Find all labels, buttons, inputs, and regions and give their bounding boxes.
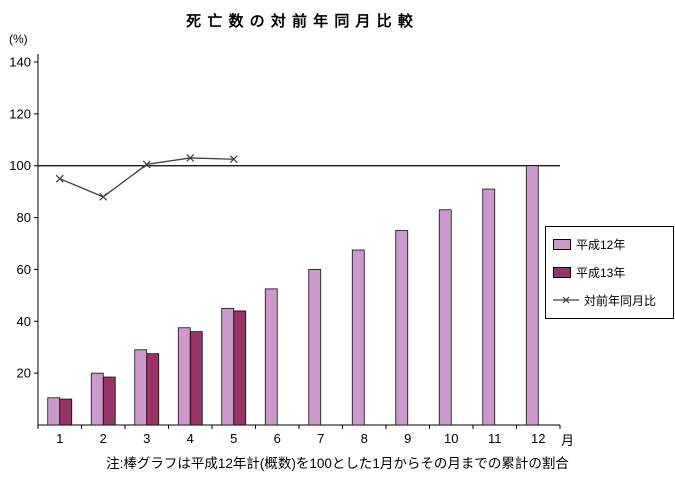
- x-category-label: 6: [274, 431, 281, 446]
- y-tick-label: 100: [9, 158, 31, 173]
- x-category-label: 12: [531, 431, 545, 446]
- x-category-label: 1: [56, 431, 63, 446]
- x-marker-icon: [55, 174, 64, 183]
- x-category-label: 8: [361, 431, 368, 446]
- bar-s1-m10: [438, 209, 452, 426]
- x-marker-icon: [186, 154, 195, 162]
- x-marker-icon: [142, 160, 151, 169]
- footnote: 注:棒グラフは平成12年計(概数)を100とした1月からその月までの累計の割合: [106, 456, 569, 471]
- y-tick-label: 40: [17, 314, 31, 329]
- bar-s1-m4: [177, 327, 191, 426]
- legend-item-3: 対前年同月比: [553, 292, 671, 309]
- bar-s2-m3: [146, 353, 160, 426]
- y-tick-label: 120: [9, 106, 31, 121]
- x-category-label: 5: [230, 431, 237, 446]
- bar-s1-m8: [351, 249, 365, 426]
- y-tick-label: 80: [17, 210, 31, 225]
- legend-line-swatch-icon: [553, 296, 579, 304]
- x-category-label: 11: [488, 431, 502, 446]
- x-category-label: 2: [100, 431, 107, 446]
- bar-s1-m6: [264, 288, 278, 426]
- x-category-label: 4: [187, 431, 194, 446]
- bar-s1-m11: [482, 188, 496, 426]
- bar-s2-m4: [189, 331, 203, 426]
- legend-bar-swatch-icon: [553, 266, 571, 278]
- legend-bar-swatch-icon: [553, 239, 571, 251]
- legend-label: 平成13年: [576, 265, 626, 280]
- y-tick-label: 20: [17, 366, 31, 381]
- bar-s1-m9: [395, 230, 409, 426]
- x-category-label: 9: [404, 431, 411, 446]
- bar-s1-m2: [90, 372, 104, 426]
- legend-item-2: 平成13年: [553, 264, 671, 281]
- y-tick-label: 140: [9, 55, 31, 70]
- x-marker-icon: [99, 192, 108, 201]
- bar-s2-m5: [233, 310, 247, 426]
- legend: 平成12年平成13年対前年同月比: [545, 226, 674, 319]
- y-tick-label: 60: [17, 262, 31, 277]
- x-category-label: 3: [143, 431, 150, 446]
- x-marker-icon: [229, 155, 238, 164]
- bar-s2-m1: [59, 398, 73, 426]
- legend-label: 平成12年: [576, 238, 626, 253]
- legend-label: 対前年同月比: [584, 293, 657, 308]
- legend-line-stroke: [562, 296, 570, 304]
- x-axis-unit-label: 月: [561, 433, 575, 448]
- bar-s1-m5: [221, 307, 235, 426]
- legend-item-1: 平成12年: [553, 236, 671, 253]
- bar-s1-m12: [525, 165, 539, 426]
- bar-s1-m7: [308, 269, 322, 426]
- bar-s1-m1: [47, 397, 61, 426]
- chart-title: 死 亡 数 の 対 前 年 同 月 比 較: [186, 13, 414, 30]
- x-category-label: 10: [444, 431, 458, 446]
- bar-s2-m2: [102, 376, 116, 426]
- bar-s1-m3: [134, 349, 148, 426]
- y-axis-unit-label: (%): [9, 32, 28, 46]
- x-category-label: 7: [317, 431, 324, 446]
